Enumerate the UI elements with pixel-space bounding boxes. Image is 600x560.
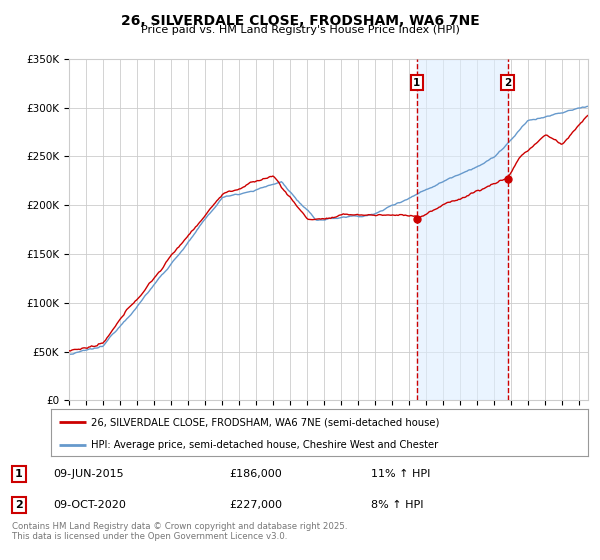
Text: 26, SILVERDALE CLOSE, FRODSHAM, WA6 7NE: 26, SILVERDALE CLOSE, FRODSHAM, WA6 7NE	[121, 14, 479, 28]
Text: Price paid vs. HM Land Registry's House Price Index (HPI): Price paid vs. HM Land Registry's House …	[140, 25, 460, 35]
Bar	[417, 59, 508, 400]
Text: 1: 1	[413, 78, 421, 88]
Text: 1: 1	[15, 469, 23, 479]
Text: £186,000: £186,000	[229, 469, 282, 479]
Text: Contains HM Land Registry data © Crown copyright and database right 2025.
This d: Contains HM Land Registry data © Crown c…	[12, 522, 347, 542]
Text: 09-OCT-2020: 09-OCT-2020	[53, 500, 126, 510]
Text: 8% ↑ HPI: 8% ↑ HPI	[371, 500, 423, 510]
Text: 2: 2	[15, 500, 23, 510]
Text: 09-JUN-2015: 09-JUN-2015	[53, 469, 124, 479]
Text: 11% ↑ HPI: 11% ↑ HPI	[371, 469, 430, 479]
Text: 2: 2	[504, 78, 511, 88]
Text: HPI: Average price, semi-detached house, Cheshire West and Chester: HPI: Average price, semi-detached house,…	[91, 440, 439, 450]
Text: £227,000: £227,000	[229, 500, 283, 510]
Text: 26, SILVERDALE CLOSE, FRODSHAM, WA6 7NE (semi-detached house): 26, SILVERDALE CLOSE, FRODSHAM, WA6 7NE …	[91, 417, 440, 427]
